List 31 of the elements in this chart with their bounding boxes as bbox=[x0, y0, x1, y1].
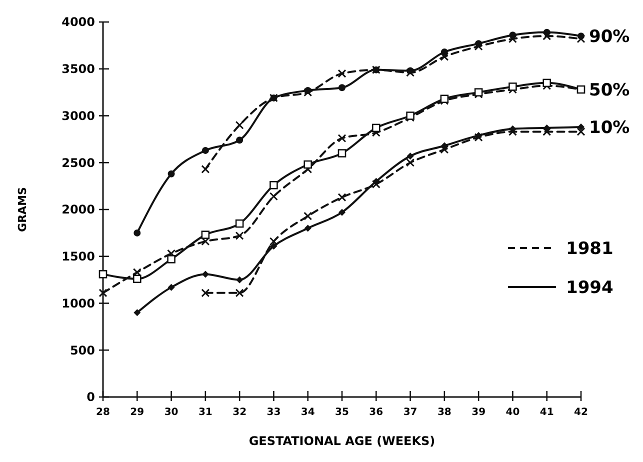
x-tick-label: 37 bbox=[403, 407, 418, 418]
x-axis-title: GESTATIONAL AGE (WEEKS) bbox=[248, 434, 436, 448]
x-tick-label: 40 bbox=[506, 407, 520, 418]
y-tick-label: 4000 bbox=[62, 15, 95, 30]
y-axis-title: GRAMS bbox=[16, 186, 29, 232]
x-tick-label: 33 bbox=[266, 407, 281, 418]
x-tick-label: 28 bbox=[96, 407, 110, 418]
x-tick-label: 30 bbox=[164, 407, 178, 418]
x-tick-label: 38 bbox=[437, 407, 452, 418]
y-tick-label: 3000 bbox=[62, 108, 95, 123]
x-tick-label: 41 bbox=[540, 407, 554, 418]
x-tick-label: 34 bbox=[300, 407, 315, 418]
x-tick-label: 42 bbox=[574, 407, 588, 418]
text: 50% bbox=[589, 80, 630, 100]
y-tick-label: 2000 bbox=[62, 202, 95, 217]
legend-label: 1981 bbox=[566, 238, 614, 259]
x-tick-label: 39 bbox=[472, 407, 486, 418]
y-tick-label: 3500 bbox=[62, 62, 95, 76]
x-tick-label: 32 bbox=[232, 407, 247, 418]
legend-label: 1994 bbox=[566, 278, 614, 298]
y-tick-label: 2500 bbox=[62, 156, 95, 170]
x-tick-label: 35 bbox=[335, 407, 349, 418]
x-tick-label: 36 bbox=[369, 407, 384, 418]
y-tick-label: 0 bbox=[86, 390, 95, 404]
text: 10% bbox=[589, 118, 630, 138]
y-tick-label: 1000 bbox=[62, 296, 95, 310]
x-tick-label: 31 bbox=[198, 407, 212, 418]
y-tick-label: 1500 bbox=[62, 250, 95, 264]
x-tick-label: 29 bbox=[130, 407, 144, 418]
y-tick-label: 500 bbox=[70, 343, 95, 358]
text: 90% bbox=[589, 27, 630, 48]
